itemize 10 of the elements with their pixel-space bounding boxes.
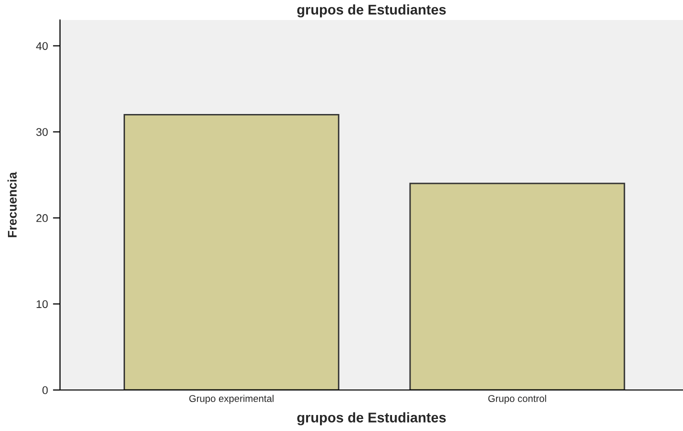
y-tick-label: 0 [42, 386, 48, 394]
chart-title: grupos de Estudiantes [297, 4, 446, 18]
y-tick-label: 20 [36, 214, 48, 222]
y-axis-title: Frecuencia [8, 172, 17, 238]
x-axis-title: grupos de Estudiantes [297, 412, 446, 426]
y-tick-label: 40 [36, 42, 48, 50]
x-tick-label: Grupo control [488, 394, 546, 404]
y-tick-label: 10 [36, 300, 48, 308]
x-tick-label: Grupo experimental [189, 394, 274, 404]
y-tick-label: 30 [36, 128, 48, 136]
